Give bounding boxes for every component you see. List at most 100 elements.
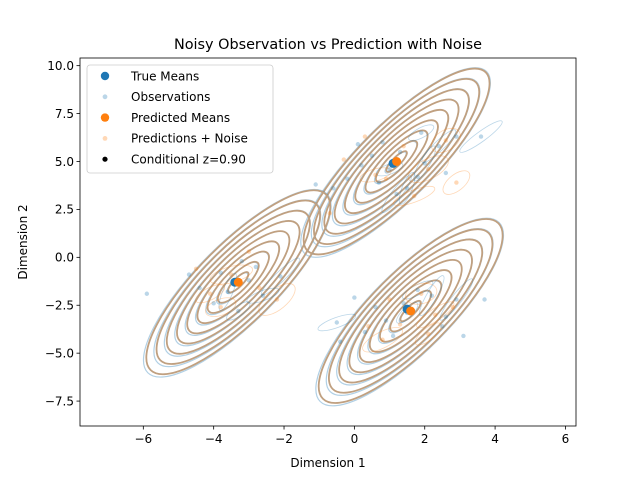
- legend-marker: [102, 156, 108, 162]
- y-tick-label: −5.0: [45, 346, 74, 360]
- observation-noise-ellipse: [246, 287, 280, 304]
- observation-point: [429, 293, 434, 298]
- y-tick-label: 0.0: [55, 251, 74, 265]
- predicted-mean-point: [392, 157, 402, 166]
- observation-point: [454, 297, 459, 302]
- prediction-contour: [358, 259, 463, 363]
- prediction-noise-ellipse: [414, 322, 442, 346]
- observation-point: [313, 182, 318, 187]
- x-tick-label: 4: [491, 432, 499, 446]
- observation-point: [359, 163, 364, 168]
- observation-point: [461, 333, 466, 339]
- observation-point: [390, 333, 396, 339]
- prediction-contour: [206, 250, 270, 314]
- observation-point: [144, 291, 150, 296]
- prediction-noise-point: [411, 193, 417, 199]
- prediction-noise-point: [207, 291, 213, 296]
- legend-label: Predictions + Noise: [131, 132, 248, 146]
- x-tick-label: 0: [351, 432, 359, 446]
- y-tick-label: −2.5: [45, 299, 74, 313]
- prediction-noise-point: [443, 138, 449, 143]
- observation-point: [278, 274, 283, 279]
- prediction-noise-point: [433, 312, 438, 318]
- prediction-noise-point: [426, 331, 431, 337]
- prediction-noise-point: [387, 297, 392, 302]
- observation-noise-ellipse: [226, 301, 251, 321]
- x-tick-label: −6: [134, 432, 152, 446]
- prediction-noise-point: [373, 172, 378, 178]
- prediction-contour: [313, 77, 481, 246]
- prediction-noise-point: [257, 285, 262, 291]
- x-axis-label: Dimension 1: [290, 456, 365, 470]
- prediction-noise-point: [419, 291, 424, 296]
- legend-box: [86, 64, 274, 174]
- prediction-noise-point: [327, 211, 332, 216]
- observation-noise-ellipse: [419, 275, 445, 317]
- prediction-contour: [379, 279, 443, 343]
- observation-noise-ellipse: [421, 129, 457, 163]
- y-tick-label: 10.0: [47, 59, 74, 73]
- x-tick-label: 6: [562, 432, 570, 446]
- observation-point: [239, 258, 245, 264]
- legend-marker: [102, 136, 108, 141]
- prediction-contour: [389, 289, 433, 333]
- observation-noise-ellipse: [381, 175, 412, 213]
- prediction-noise-point: [274, 297, 280, 302]
- prediction-noise-ellipse: [430, 127, 461, 153]
- observation-noise-ellipse: [408, 124, 435, 142]
- prediction-noise-point: [426, 166, 431, 172]
- prediction-noise-point: [341, 157, 347, 162]
- observation-noise-ellipse: [317, 313, 357, 332]
- observation-point: [246, 278, 252, 283]
- prediction-contour: [317, 218, 504, 404]
- prediction-noise-ellipse: [195, 284, 226, 304]
- x-tick-label: 2: [421, 432, 429, 446]
- prediction-noise-ellipse: [359, 167, 392, 183]
- observation-point: [369, 153, 375, 158]
- observation-noise-ellipse: [402, 280, 434, 300]
- legend-label: True Means: [130, 69, 199, 83]
- observation-point: [401, 301, 406, 306]
- y-tick-label: 5.0: [55, 155, 74, 169]
- prediction-contour: [176, 220, 301, 345]
- y-tick-label: 2.5: [55, 203, 74, 217]
- prediction-noise-ellipse: [393, 185, 436, 207]
- plot-frame: [79, 57, 577, 427]
- prediction-noise-point: [401, 143, 406, 149]
- x-axis: −6 −4 −2 0 2 4 6: [134, 426, 569, 446]
- observation-point: [454, 134, 459, 139]
- predicted-mean-point: [406, 306, 416, 316]
- observation-point: [362, 329, 368, 335]
- x-tick-label: −2: [275, 432, 293, 446]
- prediction-contour: [323, 88, 470, 235]
- legend-label: Predicted Means: [131, 111, 230, 125]
- prediction-contour: [145, 189, 332, 376]
- prediction-noise-point: [380, 337, 385, 342]
- prediction-contour: [328, 228, 494, 394]
- legend-label: Conditional z=0.90: [131, 153, 246, 167]
- prediction-contour: [186, 230, 291, 335]
- observation-noise-ellipse: [413, 145, 437, 182]
- predicted-mean-point: [233, 277, 243, 287]
- observation-point: [440, 324, 445, 329]
- prediction-contour: [364, 129, 429, 194]
- prediction-noise-point: [193, 266, 199, 272]
- observation-noise-ellipse: [375, 162, 404, 177]
- prediction-noise-point: [218, 304, 223, 310]
- observation-point: [482, 297, 487, 302]
- observation-noise-ellipse: [261, 257, 300, 296]
- observation-point: [186, 272, 192, 277]
- observation-point: [394, 191, 399, 197]
- observation-noise-ellipse: [459, 120, 503, 153]
- observation-point: [422, 161, 427, 166]
- observation-point: [225, 289, 230, 295]
- observation-point: [253, 264, 259, 270]
- prediction-noise-point: [450, 304, 456, 310]
- observation-point: [436, 143, 442, 149]
- legend-label: Observations: [131, 90, 210, 104]
- observation-point: [352, 295, 357, 300]
- prediction-contour: [216, 260, 260, 304]
- observation-point: [478, 134, 484, 139]
- prediction-contour: [354, 119, 439, 204]
